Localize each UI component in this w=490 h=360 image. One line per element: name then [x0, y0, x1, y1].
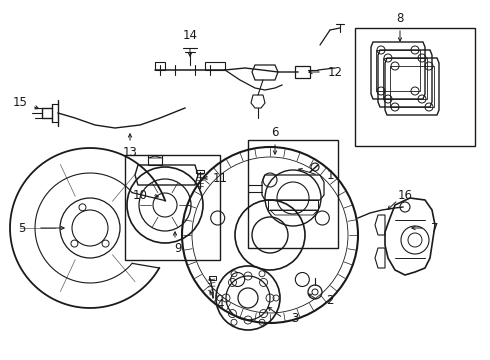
Text: 2: 2	[326, 293, 334, 306]
Bar	[125, 155, 220, 260]
Text: 16: 16	[397, 189, 413, 202]
Text: 9: 9	[174, 242, 182, 255]
Bar	[355, 28, 475, 146]
Text: 14: 14	[182, 28, 197, 41]
Text: 10: 10	[133, 189, 147, 202]
Text: 15: 15	[13, 95, 27, 108]
Text: 3: 3	[292, 311, 299, 324]
Text: 6: 6	[271, 126, 279, 139]
Text: 7: 7	[431, 221, 439, 234]
Text: 8: 8	[396, 12, 404, 24]
Text: 4: 4	[216, 298, 224, 311]
Text: 1: 1	[326, 168, 334, 181]
Text: 13: 13	[122, 145, 137, 158]
Bar	[248, 140, 338, 248]
Text: 12: 12	[327, 66, 343, 78]
Text: 5: 5	[18, 221, 25, 234]
Text: 11: 11	[213, 171, 227, 185]
